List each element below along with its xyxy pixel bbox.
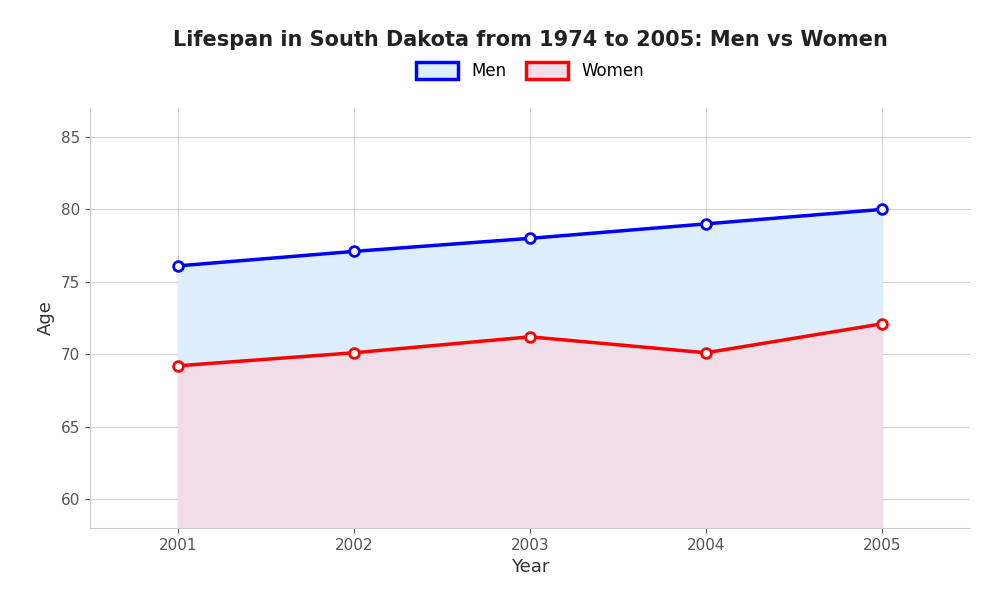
Title: Lifespan in South Dakota from 1974 to 2005: Men vs Women: Lifespan in South Dakota from 1974 to 20…: [173, 29, 887, 49]
Y-axis label: Age: Age: [37, 301, 55, 335]
X-axis label: Year: Year: [511, 558, 549, 576]
Legend: Men, Women: Men, Women: [416, 62, 644, 80]
